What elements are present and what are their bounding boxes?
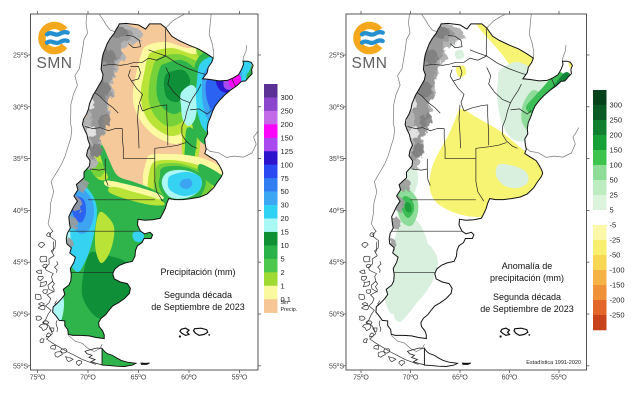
svg-text:30ºS: 30ºS <box>329 104 344 111</box>
svg-text:5: 5 <box>281 254 285 263</box>
svg-text:-250: -250 <box>610 311 625 320</box>
svg-text:0.1: 0.1 <box>281 295 291 304</box>
svg-text:35ºS: 35ºS <box>13 156 28 163</box>
svg-text:Estadística 1991-2020: Estadística 1991-2020 <box>526 360 581 366</box>
svg-text:20: 20 <box>281 214 289 223</box>
svg-text:200: 200 <box>281 120 294 129</box>
svg-text:65ºO: 65ºO <box>131 375 147 382</box>
svg-text:SMN: SMN <box>352 55 388 72</box>
svg-text:Precipitación (mm): Precipitación (mm) <box>160 267 235 277</box>
svg-text:15: 15 <box>281 228 289 237</box>
svg-text:25: 25 <box>610 191 618 200</box>
svg-text:-5: -5 <box>610 221 617 230</box>
svg-text:150: 150 <box>281 133 294 142</box>
svg-text:50ºS: 50ºS <box>329 312 344 319</box>
svg-text:60ºO: 60ºO <box>502 375 518 382</box>
svg-text:-150: -150 <box>610 281 625 290</box>
svg-text:50: 50 <box>610 176 618 185</box>
svg-text:45ºS: 45ºS <box>13 260 28 267</box>
svg-text:-25: -25 <box>610 236 621 245</box>
svg-text:100: 100 <box>281 160 294 169</box>
svg-text:70ºO: 70ºO <box>403 375 419 382</box>
svg-text:2: 2 <box>281 268 285 277</box>
svg-text:de Septiembre de 2023: de Septiembre de 2023 <box>151 302 245 312</box>
svg-text:125: 125 <box>281 147 294 156</box>
svg-text:60ºO: 60ºO <box>181 375 197 382</box>
svg-text:1: 1 <box>281 281 285 290</box>
svg-text:150: 150 <box>610 146 623 155</box>
svg-text:Sin: Sin <box>281 300 289 306</box>
svg-text:200: 200 <box>610 131 623 140</box>
svg-text:5: 5 <box>610 206 614 215</box>
svg-text:100: 100 <box>610 161 623 170</box>
svg-text:30ºS: 30ºS <box>13 104 28 111</box>
svg-text:55ºS: 55ºS <box>13 363 28 370</box>
svg-text:50: 50 <box>281 187 289 196</box>
svg-text:70ºO: 70ºO <box>80 375 96 382</box>
svg-text:-50: -50 <box>610 251 621 260</box>
svg-text:-100: -100 <box>610 266 625 275</box>
svg-text:300: 300 <box>610 101 623 110</box>
svg-text:75ºO: 75ºO <box>353 375 369 382</box>
svg-text:Anomalía de: Anomalía de <box>502 261 553 271</box>
svg-text:55ºO: 55ºO <box>551 375 567 382</box>
svg-text:65ºO: 65ºO <box>452 375 468 382</box>
svg-text:precipitación (mm): precipitación (mm) <box>490 273 564 283</box>
svg-text:Segunda década: Segunda década <box>493 292 561 302</box>
svg-text:300: 300 <box>281 93 294 102</box>
svg-text:de Septiembre de 2023: de Septiembre de 2023 <box>480 304 574 314</box>
svg-text:250: 250 <box>610 116 623 125</box>
svg-text:25ºS: 25ºS <box>13 53 28 60</box>
svg-text:25ºS: 25ºS <box>329 53 344 60</box>
svg-text:30: 30 <box>281 201 289 210</box>
svg-text:SMN: SMN <box>37 55 73 72</box>
svg-text:40ºS: 40ºS <box>329 208 344 215</box>
svg-text:75: 75 <box>281 174 289 183</box>
svg-text:50ºS: 50ºS <box>13 312 28 319</box>
svg-text:Segunda década: Segunda década <box>164 290 232 300</box>
svg-text:-200: -200 <box>610 296 625 305</box>
svg-text:55ºS: 55ºS <box>329 363 344 370</box>
svg-text:55ºO: 55ºO <box>232 375 248 382</box>
svg-text:250: 250 <box>281 107 294 116</box>
svg-text:10: 10 <box>281 241 289 250</box>
svg-text:35ºS: 35ºS <box>329 156 344 163</box>
svg-text:75ºO: 75ºO <box>30 375 46 382</box>
svg-text:Precip.: Precip. <box>281 307 298 313</box>
svg-text:40ºS: 40ºS <box>13 208 28 215</box>
svg-text:45ºS: 45ºS <box>329 260 344 267</box>
